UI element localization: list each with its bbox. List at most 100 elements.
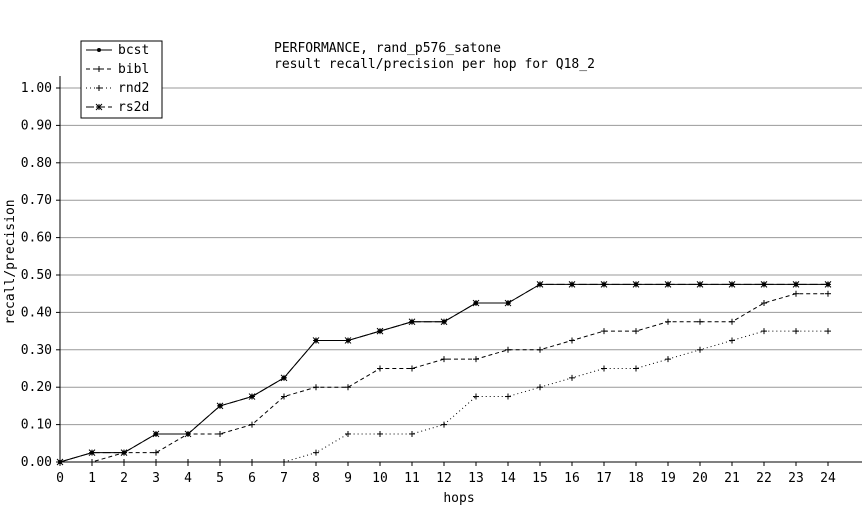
y-tick-label: 0.80 bbox=[21, 156, 52, 171]
data-point-rs2d bbox=[56, 458, 64, 466]
data-point-rs2d bbox=[824, 280, 832, 288]
data-point-rs2d bbox=[280, 374, 288, 382]
legend-item-bibl: bibl bbox=[86, 62, 149, 77]
x-axis-label: hops bbox=[443, 491, 474, 506]
legend-marker bbox=[96, 85, 102, 91]
data-point-rnd2 bbox=[505, 393, 511, 400]
data-point-rnd2 bbox=[473, 393, 479, 400]
data-point-rnd2 bbox=[217, 459, 223, 465]
series-rs2d bbox=[56, 280, 832, 466]
legend-marker bbox=[95, 103, 103, 111]
x-tick-label: 13 bbox=[468, 471, 484, 486]
data-point-rnd2 bbox=[825, 328, 831, 335]
data-point-bibl bbox=[281, 393, 287, 400]
data-point-bibl bbox=[249, 421, 255, 428]
x-tick-label: 4 bbox=[184, 471, 192, 486]
data-point-rs2d bbox=[792, 280, 800, 288]
y-tick-label: 0.00 bbox=[21, 455, 52, 470]
data-point-bibl bbox=[537, 346, 543, 353]
legend-marker bbox=[97, 48, 101, 52]
data-point-rnd2 bbox=[313, 449, 319, 456]
x-tick-label: 2 bbox=[120, 471, 128, 486]
data-point-bibl bbox=[153, 449, 159, 456]
data-point-rnd2 bbox=[121, 459, 127, 465]
data-point-rnd2 bbox=[249, 459, 255, 465]
data-point-bibl bbox=[377, 365, 383, 372]
x-tick-label: 5 bbox=[216, 471, 224, 486]
y-tick-label: 0.90 bbox=[21, 118, 52, 133]
series-line-rnd2 bbox=[60, 330, 828, 463]
legend-label: rs2d bbox=[118, 100, 149, 115]
data-point-bibl bbox=[697, 318, 703, 325]
x-tick-label: 9 bbox=[344, 471, 352, 486]
legend-label: bibl bbox=[118, 62, 149, 77]
data-point-bibl bbox=[729, 318, 735, 325]
data-point-bibl bbox=[409, 365, 415, 372]
axes bbox=[56, 76, 862, 466]
data-point-rnd2 bbox=[185, 459, 191, 465]
data-point-rs2d bbox=[696, 280, 704, 288]
x-tick-label: 23 bbox=[788, 471, 804, 486]
data-point-bibl bbox=[505, 346, 511, 353]
data-point-rs2d bbox=[376, 327, 384, 335]
data-point-rs2d bbox=[344, 337, 352, 344]
data-point-rnd2 bbox=[793, 328, 799, 335]
data-point-rnd2 bbox=[569, 374, 575, 381]
data-point-rnd2 bbox=[441, 421, 447, 428]
data-point-bibl bbox=[825, 290, 831, 297]
y-tick-label: 0.20 bbox=[21, 380, 52, 395]
data-point-bibl bbox=[761, 300, 767, 307]
y-tick-label: 0.10 bbox=[21, 418, 52, 433]
data-point-rs2d bbox=[88, 449, 96, 457]
x-tick-label: 18 bbox=[628, 471, 644, 486]
x-tick-label: 6 bbox=[248, 471, 256, 486]
data-point-rnd2 bbox=[281, 459, 287, 465]
legend-item-bcst: bcst bbox=[86, 43, 149, 58]
data-point-rs2d bbox=[216, 402, 224, 410]
data-point-bibl bbox=[793, 290, 799, 297]
x-tick-label: 20 bbox=[692, 471, 708, 486]
x-tick-label: 16 bbox=[564, 471, 580, 486]
y-tick-label: 0.60 bbox=[21, 231, 52, 246]
legend-label: bcst bbox=[118, 43, 149, 58]
data-point-rs2d bbox=[504, 299, 512, 307]
data-point-rs2d bbox=[152, 430, 160, 438]
data-point-rs2d bbox=[632, 280, 640, 288]
data-point-rnd2 bbox=[409, 430, 415, 437]
chart-title: PERFORMANCE, rand_p576_satone bbox=[274, 41, 501, 56]
series-bcst bbox=[58, 282, 830, 464]
y-tick-label: 0.70 bbox=[21, 193, 52, 208]
data-point-rnd2 bbox=[345, 430, 351, 437]
data-point-rs2d bbox=[440, 318, 448, 326]
y-tick-label: 0.50 bbox=[21, 268, 52, 283]
x-tick-label: 0 bbox=[56, 471, 64, 486]
data-point-bibl bbox=[665, 318, 671, 325]
data-point-rnd2 bbox=[633, 365, 639, 372]
legend-box bbox=[80, 40, 163, 119]
legend-item-rnd2: rnd2 bbox=[86, 81, 149, 96]
data-point-rs2d bbox=[184, 430, 192, 438]
data-point-rnd2 bbox=[537, 384, 543, 391]
series-line-rs2d bbox=[59, 283, 828, 463]
x-tick-label: 11 bbox=[404, 471, 420, 486]
data-point-rs2d bbox=[120, 449, 128, 457]
legend-marker bbox=[96, 66, 102, 72]
x-tick-label: 1 bbox=[88, 471, 96, 486]
data-point-rs2d bbox=[664, 280, 672, 288]
x-tick-label: 3 bbox=[152, 471, 160, 486]
x-tick-label: 15 bbox=[532, 471, 548, 486]
data-point-bibl bbox=[569, 337, 575, 344]
x-tick-label: 21 bbox=[724, 471, 740, 486]
data-point-rnd2 bbox=[89, 459, 95, 465]
x-tick-label: 19 bbox=[660, 471, 676, 486]
data-point-rnd2 bbox=[377, 430, 383, 437]
series-lines bbox=[56, 280, 832, 466]
data-point-bibl bbox=[473, 356, 479, 363]
data-point-bibl bbox=[601, 328, 607, 335]
chart-subtitle: result recall/precision per hop for Q18_… bbox=[274, 57, 595, 72]
y-axis-label: recall/precision bbox=[3, 199, 18, 324]
data-point-rnd2 bbox=[601, 365, 607, 372]
data-point-rnd2 bbox=[665, 356, 671, 363]
data-point-rs2d bbox=[728, 280, 736, 288]
